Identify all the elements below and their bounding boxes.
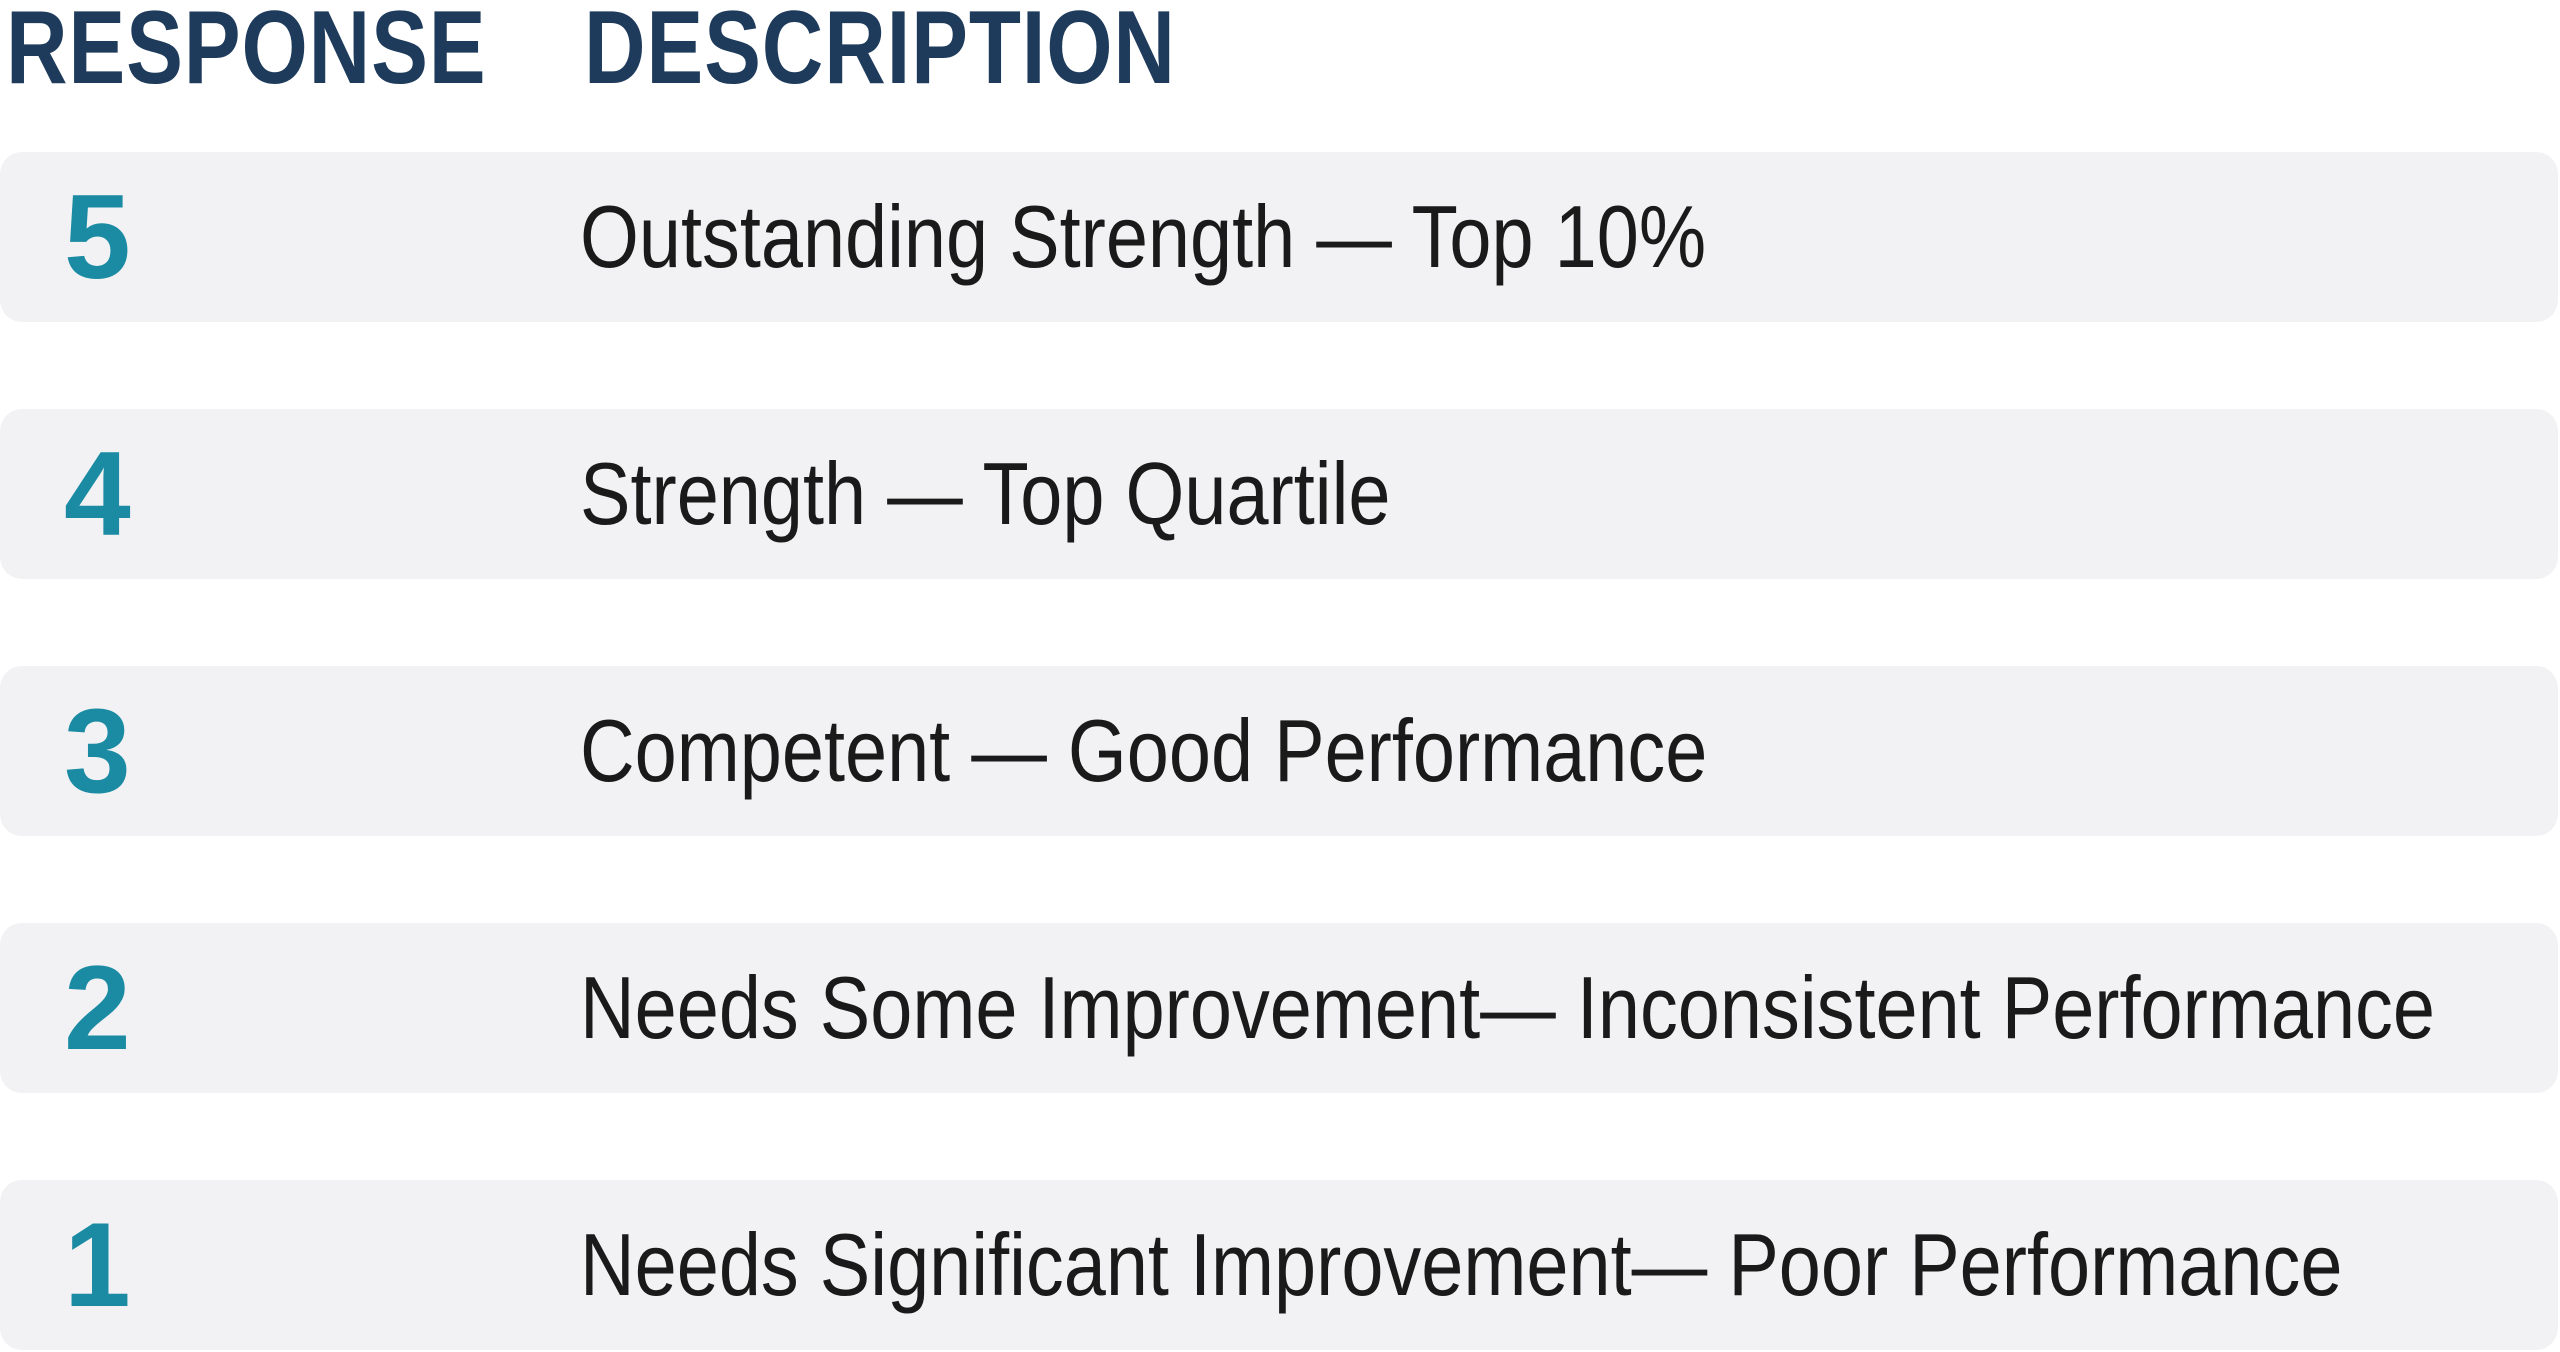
table-row: 2 Needs Some Improvement— Inconsistent P… [0, 923, 2558, 1093]
table-header: RESPONSE DESCRIPTION [0, 0, 2560, 100]
response-description: Competent — Good Performance [580, 701, 1708, 800]
table-row: 3 Competent — Good Performance [0, 666, 2558, 836]
table-row: 4 Strength — Top Quartile [0, 409, 2558, 579]
table-row: 5 Outstanding Strength — Top 10% [0, 152, 2558, 322]
column-header-response: RESPONSE [6, 0, 487, 106]
response-value: 4 [64, 427, 131, 561]
response-value: 2 [64, 941, 131, 1075]
column-header-description: DESCRIPTION [584, 0, 1176, 106]
response-value: 3 [64, 684, 131, 818]
response-description: Needs Some Improvement— Inconsistent Per… [580, 958, 2435, 1057]
table-row: 1 Needs Significant Improvement— Poor Pe… [0, 1180, 2558, 1350]
response-value: 5 [64, 170, 131, 304]
response-description: Outstanding Strength — Top 10% [580, 187, 1707, 286]
response-description: Needs Significant Improvement— Poor Perf… [580, 1215, 2343, 1314]
response-description: Strength — Top Quartile [580, 444, 1391, 543]
response-value: 1 [64, 1198, 131, 1332]
